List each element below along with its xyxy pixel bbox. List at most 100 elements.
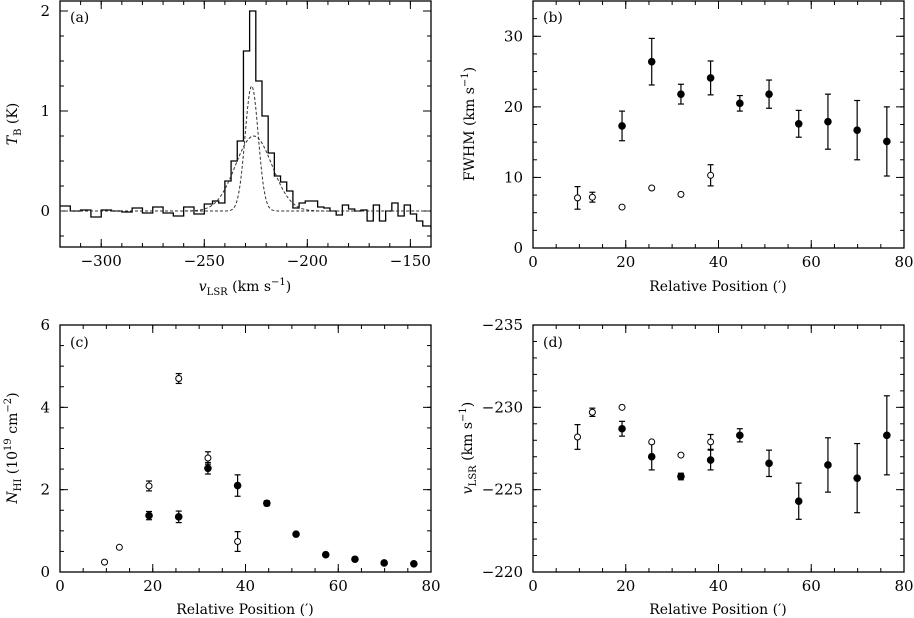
x-tick-label: −200 (287, 252, 328, 270)
panel-d-ylabel: vLSR (km s−1) (458, 402, 479, 494)
observed-spectrum-line (60, 10, 431, 229)
panel-d-velocity: 0 20 40 60 80 −235 −230 −225 −220 (d) Relative P… (458, 316, 914, 618)
panel-d-ticks (532, 324, 905, 573)
filled-data-point (321, 550, 330, 559)
panel-a-xlabel: vLSR (km s−1) (199, 277, 291, 298)
filled-data-point (263, 499, 271, 508)
y-tick-label: 10 (504, 168, 523, 186)
y-tick-label: 20 (504, 98, 523, 116)
x-tick-label: 0 (55, 577, 65, 595)
y-tick-label: 30 (504, 27, 523, 45)
panel-b-label: (b) (543, 10, 563, 26)
panel-b-frame (532, 0, 905, 249)
filled-data-point (647, 452, 656, 461)
x-tick-label: 60 (802, 577, 821, 595)
panel-c-label: (c) (70, 335, 89, 351)
open-data-point (707, 438, 715, 446)
open-data-point (648, 438, 656, 446)
open-data-point (588, 193, 596, 201)
panel-d-plot-area (574, 395, 891, 520)
filled-data-point (647, 57, 656, 66)
panel-b-ylabel: FWHM (km s−1) (460, 67, 478, 181)
x-tick-label: 60 (329, 577, 348, 595)
open-data-point (145, 482, 153, 490)
open-data-point (234, 538, 242, 546)
panel-c-ticks (59, 324, 432, 573)
filled-data-point (765, 90, 773, 98)
filled-data-point (765, 459, 773, 468)
panel-b-fwhm: 0 20 40 60 80 0 10 20 30 (b) Relative Position (… (460, 0, 914, 295)
filled-data-point (351, 555, 359, 564)
panel-a-frame (59, 0, 432, 248)
y-tick-label: 0 (40, 563, 50, 581)
panel-c-xlabel: Relative Position (′) (176, 602, 313, 618)
open-data-point (618, 203, 626, 211)
y-tick-label: 6 (40, 316, 50, 334)
open-data-point (588, 408, 596, 416)
filled-data-point (204, 464, 212, 473)
x-tick-label: 40 (709, 253, 728, 271)
y-tick-label: −225 (482, 481, 523, 499)
open-data-point (707, 171, 715, 179)
x-tick-label: 20 (616, 577, 635, 595)
x-tick-label: 80 (421, 577, 440, 595)
x-tick-label: −250 (184, 252, 225, 270)
filled-data-point (883, 431, 891, 440)
open-data-point (618, 403, 626, 411)
panel-a-tick-labels: −300 −250 −200 −150 0 1 2 (40, 2, 431, 270)
filled-data-point (794, 119, 803, 128)
panel-a-ticks (59, 1, 432, 247)
open-data-point (115, 543, 123, 551)
open-data-point (677, 190, 685, 198)
filled-data-point (736, 99, 744, 108)
panel-a-ylabel: TB (K) (5, 103, 24, 146)
filled-data-point (853, 474, 861, 482)
panel-b-xlabel: Relative Position (′) (649, 279, 786, 295)
open-data-point (648, 184, 656, 192)
panel-c-tick-labels: 0 20 40 60 80 0 2 4 6 (40, 316, 440, 595)
filled-data-point (706, 74, 715, 82)
y-tick-label: −230 (482, 398, 523, 416)
open-data-point (101, 558, 109, 566)
y-tick-label: 0 (513, 239, 523, 257)
filled-data-point (853, 126, 861, 134)
panel-b-ticks (532, 0, 905, 249)
panel-a-plot-area (60, 10, 431, 229)
filled-data-point (677, 90, 685, 98)
panel-d-tick-labels: 0 20 40 60 80 −235 −230 −225 −220 (482, 316, 914, 595)
x-tick-label: 0 (528, 577, 538, 595)
y-tick-label: −235 (482, 316, 523, 334)
x-tick-label: 40 (236, 577, 255, 595)
x-tick-label: 80 (894, 253, 913, 271)
y-tick-label: 1 (40, 102, 50, 120)
panel-a-spectrum: −300 −250 −200 −150 0 1 2 (a) vLSR (km s−1) TB… (5, 0, 432, 298)
filled-data-point (618, 424, 626, 433)
y-tick-label: 0 (40, 202, 50, 220)
panel-c-ylabel: NHI (1019 cm−2) (3, 392, 24, 504)
x-tick-label: −300 (81, 252, 122, 270)
filled-data-point (618, 122, 626, 130)
filled-data-point (794, 497, 803, 505)
gaussian-fit-line (60, 85, 431, 212)
filled-data-point (292, 530, 300, 538)
x-tick-label: 20 (616, 253, 635, 271)
filled-data-point (233, 481, 242, 490)
y-tick-label: 2 (40, 2, 50, 20)
x-tick-label: 60 (802, 253, 821, 271)
filled-data-point (380, 559, 388, 567)
x-tick-label: 0 (528, 253, 538, 271)
open-data-point (574, 194, 582, 202)
filled-data-point (174, 513, 183, 521)
panel-b-plot-area (574, 37, 891, 211)
open-data-point (574, 433, 582, 441)
y-tick-label: 2 (40, 481, 50, 499)
open-data-point (175, 375, 183, 383)
gaussian-fit-line (60, 135, 431, 212)
filled-data-point (410, 559, 418, 568)
panel-d-xlabel: Relative Position (′) (649, 602, 786, 618)
filled-data-point (677, 472, 685, 481)
x-tick-label: 20 (143, 577, 162, 595)
x-tick-label: 40 (709, 577, 728, 595)
